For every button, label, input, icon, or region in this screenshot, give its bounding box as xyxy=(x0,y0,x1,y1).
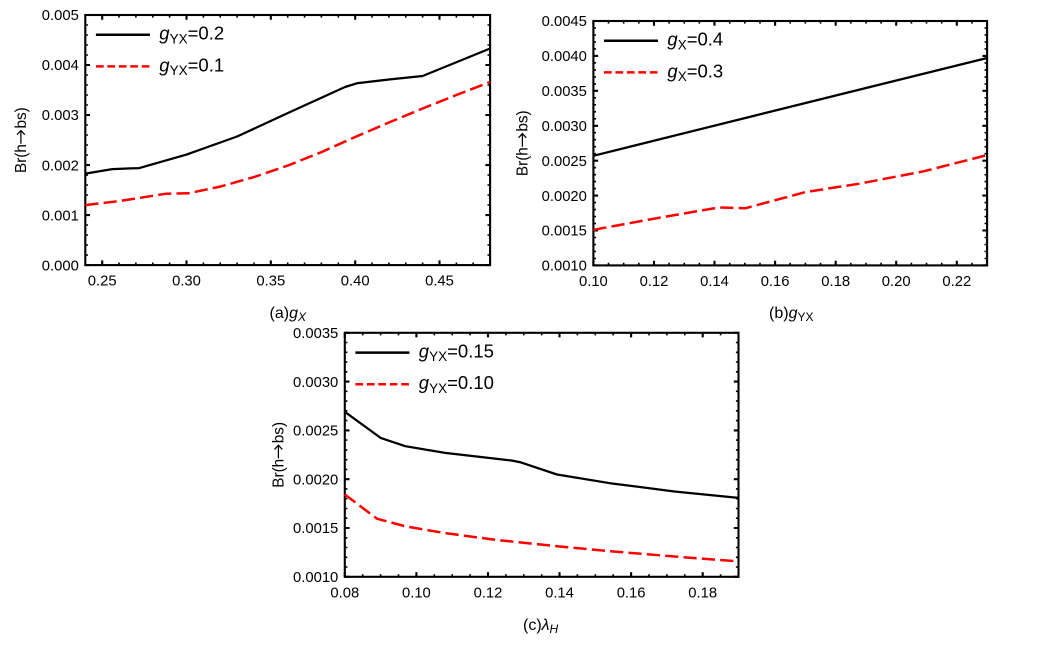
svg-text:0.18: 0.18 xyxy=(821,274,850,290)
svg-text:0.001: 0.001 xyxy=(42,208,79,224)
svg-text:0.0040: 0.0040 xyxy=(542,49,587,65)
svg-text:0.0015: 0.0015 xyxy=(542,224,587,240)
svg-text:0.35: 0.35 xyxy=(256,274,285,290)
svg-text:0.14: 0.14 xyxy=(700,274,729,290)
svg-text:0.08: 0.08 xyxy=(330,585,359,601)
svg-text:gYX=0.1: gYX=0.1 xyxy=(159,54,224,78)
svg-text:0.12: 0.12 xyxy=(640,274,669,290)
svg-text:0.0020: 0.0020 xyxy=(542,189,587,205)
svg-text:bs): bs) xyxy=(270,422,287,443)
svg-text:gX=0.4: gX=0.4 xyxy=(667,29,723,53)
svg-text:gYX=0.2: gYX=0.2 xyxy=(159,23,224,47)
svg-text:0.0030: 0.0030 xyxy=(542,119,587,135)
svg-text:0.0010: 0.0010 xyxy=(293,570,338,586)
svg-text:(c)λH: (c)λH xyxy=(523,617,559,636)
svg-text:0.0025: 0.0025 xyxy=(542,154,587,170)
svg-text:0.10: 0.10 xyxy=(579,274,608,290)
svg-text:0.0030: 0.0030 xyxy=(293,375,338,391)
svg-text:0.40: 0.40 xyxy=(341,274,370,290)
svg-text:0.0025: 0.0025 xyxy=(293,424,338,440)
svg-text:Br(h: Br(h xyxy=(514,147,531,176)
svg-text:0.25: 0.25 xyxy=(88,274,117,290)
svg-text:0.000: 0.000 xyxy=(42,258,79,274)
svg-text:bs): bs) xyxy=(514,110,531,131)
svg-text:0.0015: 0.0015 xyxy=(293,521,338,537)
svg-text:(b)gYX: (b)gYX xyxy=(769,305,813,324)
svg-text:(a)gX: (a)gX xyxy=(270,305,307,324)
svg-text:Br(h: Br(h xyxy=(270,459,287,488)
svg-text:0.004: 0.004 xyxy=(42,58,79,74)
svg-text:bs): bs) xyxy=(13,107,30,128)
svg-text:0.10: 0.10 xyxy=(402,585,431,601)
svg-text:0.0010: 0.0010 xyxy=(542,259,587,275)
svg-text:0.18: 0.18 xyxy=(688,585,717,601)
svg-text:gYX=0.15: gYX=0.15 xyxy=(419,340,494,364)
svg-text:0.22: 0.22 xyxy=(942,274,971,290)
svg-text:0.16: 0.16 xyxy=(617,585,646,601)
svg-text:gYX=0.10: gYX=0.10 xyxy=(419,372,494,396)
svg-text:0.30: 0.30 xyxy=(172,274,201,290)
svg-text:0.0035: 0.0035 xyxy=(293,326,338,342)
svg-text:0.45: 0.45 xyxy=(425,274,454,290)
svg-text:0.20: 0.20 xyxy=(882,274,911,290)
svg-text:0.0045: 0.0045 xyxy=(542,14,587,30)
svg-text:0.12: 0.12 xyxy=(474,585,503,601)
svg-text:0.005: 0.005 xyxy=(42,8,79,24)
svg-text:0.16: 0.16 xyxy=(761,274,790,290)
svg-text:Br(h: Br(h xyxy=(13,144,30,173)
svg-text:gX=0.3: gX=0.3 xyxy=(667,60,723,84)
svg-text:0.003: 0.003 xyxy=(42,108,79,124)
svg-text:0.0020: 0.0020 xyxy=(293,472,338,488)
svg-text:0.0035: 0.0035 xyxy=(542,84,587,100)
svg-text:0.14: 0.14 xyxy=(545,585,574,601)
svg-text:0.002: 0.002 xyxy=(42,158,79,174)
